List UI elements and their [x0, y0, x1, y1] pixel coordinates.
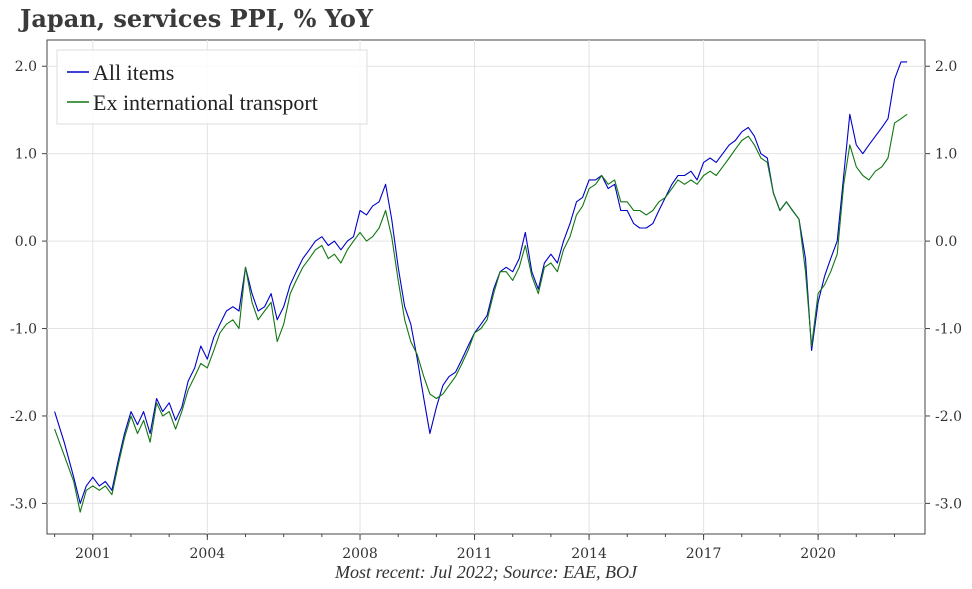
x-tick-label: 2001: [75, 546, 111, 562]
series-line-ex-international-transport: [54, 113, 908, 513]
y-tick-label-left: 0.0: [15, 234, 37, 250]
x-tick-label: 2014: [571, 546, 607, 562]
y-tick-label-right: -1.0: [935, 322, 962, 338]
y-tick-label-right: -2.0: [935, 409, 962, 425]
legend: All items Ex international transport: [56, 49, 368, 125]
x-tick-label: 2017: [686, 546, 722, 562]
chart-title: Japan, services PPI, % YoY: [20, 4, 374, 33]
legend-label: All items: [93, 60, 174, 85]
x-tick-label: 2011: [457, 546, 493, 562]
chart-source-note: Most recent: Jul 2022; Source: EAE, BOJ: [334, 562, 638, 582]
x-tick-label: 2020: [800, 546, 836, 562]
y-tick-label-left: 2.0: [15, 59, 37, 75]
y-tick-label-left: -3.0: [10, 496, 37, 512]
x-tick-label: 2008: [342, 546, 378, 562]
y-tick-label-left: -1.0: [10, 322, 37, 338]
y-tick-label-right: 0.0: [935, 234, 957, 250]
y-tick-label-right: -3.0: [935, 496, 962, 512]
legend-box: [56, 49, 368, 125]
series-lines: [54, 61, 908, 513]
y-tick-label-right: 1.0: [935, 147, 957, 163]
axes: 2.0 2.0 1.0 1.0 0.0 0.0 -1.0 -1.0 -2.0 -2.0 -3.0 -3…: [10, 59, 962, 562]
y-tick-label-left: -2.0: [10, 409, 37, 425]
y-tick-label-right: 2.0: [935, 59, 957, 75]
series-line-all-items: [54, 61, 908, 504]
legend-label: Ex international transport: [93, 90, 318, 115]
x-tick-label: 2004: [190, 546, 226, 562]
y-tick-label-left: 1.0: [15, 147, 37, 163]
